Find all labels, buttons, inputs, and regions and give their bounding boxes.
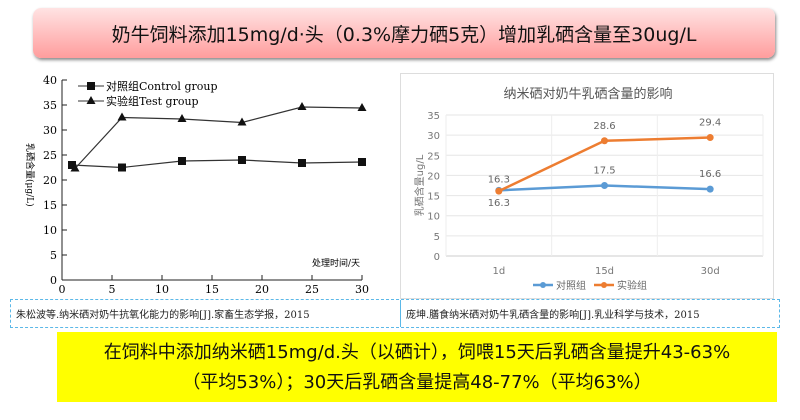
summary-line-1: 在饲料中添加纳米硒15mg/d.头（以硒计），饲喂15天后乳硒含量提升43-63… bbox=[103, 342, 731, 363]
left-chart: 0 5 10 15 20 25 30 35 40 0 5 10 15 20 25 30 处理时间/天 乳硒含量(μ… bbox=[0, 68, 395, 298]
data-point-triangle bbox=[70, 163, 80, 172]
x-tick-label: 20 bbox=[255, 283, 269, 296]
legend-marker bbox=[601, 282, 607, 288]
y-tick-label: 0 bbox=[434, 252, 440, 263]
data-point bbox=[601, 182, 608, 189]
chart-title: 纳米硒对奶牛乳硒含量的影响 bbox=[503, 86, 672, 102]
summary-box: 在饲料中添加纳米硒15mg/d.头（以硒计），饲喂15天后乳硒含量提升43-63… bbox=[57, 332, 777, 402]
data-point-triangle bbox=[357, 103, 367, 111]
data-label: 29.4 bbox=[699, 118, 721, 129]
y-tick-label: 20 bbox=[43, 174, 57, 187]
series-line bbox=[74, 106, 363, 169]
x-tick-label: 10 bbox=[155, 283, 169, 296]
data-point-triangle bbox=[297, 102, 307, 110]
data-point-triangle bbox=[237, 117, 247, 126]
data-point-square bbox=[238, 156, 246, 164]
legend-marker bbox=[86, 96, 96, 104]
y-tick-label: 5 bbox=[50, 249, 57, 262]
legend-marker bbox=[540, 282, 546, 288]
y-tick-label: 35 bbox=[427, 111, 440, 122]
legend-marker bbox=[87, 82, 95, 90]
citation-right: 庞坤.膳食纳米硒对奶牛乳硒含量的影响[J].乳业科学与技术，2015 bbox=[406, 310, 700, 321]
y-tick-label: 10 bbox=[427, 212, 440, 223]
data-point-triangle bbox=[117, 112, 127, 121]
x-axis-label: 处理时间/天 bbox=[312, 257, 360, 269]
data-point bbox=[601, 137, 608, 145]
y-tick-label: 15 bbox=[427, 192, 440, 203]
data-point bbox=[706, 134, 714, 142]
y-tick-label: 5 bbox=[434, 232, 440, 243]
right-chart: 纳米硒对奶牛乳硒含量的影响 0 5 10 15 20 25 30 35 1d 15d 30d 乳硒含量u… bbox=[400, 73, 774, 299]
data-label: 16.3 bbox=[488, 198, 510, 209]
x-tick-label: 15 bbox=[205, 283, 219, 296]
legend-label: 对照组Control group bbox=[106, 79, 218, 93]
series-line bbox=[71, 159, 363, 169]
data-label: 17.5 bbox=[593, 166, 615, 177]
data-point-triangle bbox=[177, 114, 187, 122]
data-point bbox=[495, 187, 503, 195]
legend-label: 实验组Test group bbox=[106, 94, 199, 108]
x-tick-label: 1d bbox=[492, 266, 505, 277]
x-tick-label: 5 bbox=[109, 283, 116, 296]
data-point-square bbox=[118, 163, 126, 172]
banner-title: 奶牛饲料添加15mg/d·头（0.3%摩力硒5克）增加乳硒含量至30ug/L bbox=[111, 23, 697, 46]
x-tick-label: 0 bbox=[59, 283, 66, 296]
legend-label: 实验组 bbox=[617, 279, 647, 292]
data-label: 28.6 bbox=[593, 121, 615, 132]
x-tick-label: 30d bbox=[701, 266, 720, 277]
y-tick-label: 15 bbox=[43, 199, 57, 212]
data-label: 16.6 bbox=[699, 169, 721, 180]
x-tick-label: 25 bbox=[305, 283, 319, 296]
y-tick-label: 25 bbox=[427, 151, 440, 162]
citation-box: 朱松波等.纳米硒对奶牛抗氧化能力的影响[J].家畜生态学报，2015 庞坤.膳食… bbox=[10, 299, 780, 328]
x-tick-label: 30 bbox=[355, 283, 369, 296]
title-banner: 奶牛饲料添加15mg/d·头（0.3%摩力硒5克）增加乳硒含量至30ug/L bbox=[33, 8, 775, 58]
data-point bbox=[706, 185, 714, 193]
x-tick-label: 15d bbox=[595, 266, 614, 277]
data-point-square bbox=[358, 158, 366, 166]
y-tick-label: 0 bbox=[50, 274, 57, 287]
left-chart-svg: 0 5 10 15 20 25 30 35 40 0 5 10 15 20 25 30 处理时间/天 乳硒含量(μ… bbox=[24, 74, 369, 296]
data-point-square bbox=[68, 161, 76, 169]
data-point-square bbox=[178, 157, 186, 165]
y-tick-label: 10 bbox=[43, 224, 57, 237]
y-axis-label: 乳硒含量ug/L bbox=[413, 154, 426, 216]
y-tick-label: 25 bbox=[43, 149, 57, 162]
data-label: 16.3 bbox=[488, 174, 510, 185]
citation-left: 朱松波等.纳米硒对奶牛抗氧化能力的影响[J].家畜生态学报，2015 bbox=[11, 300, 401, 327]
y-tick-label: 30 bbox=[43, 124, 57, 137]
y-tick-label: 40 bbox=[43, 74, 57, 87]
data-point-square bbox=[298, 159, 306, 167]
y-tick-label: 30 bbox=[427, 131, 440, 142]
right-chart-svg: 纳米硒对奶牛乳硒含量的影响 0 5 10 15 20 25 30 35 1d 15d 30d 乳硒含量u… bbox=[413, 86, 764, 292]
summary-line-2: （平均53%）；30天后乳硒含量提高48-77%（平均63%） bbox=[182, 372, 652, 393]
y-tick-label: 20 bbox=[427, 171, 440, 182]
legend-label: 对照组 bbox=[556, 279, 586, 292]
y-axis-label: 乳硒含量(μg/L) bbox=[24, 143, 36, 207]
y-tick-label: 35 bbox=[43, 99, 57, 112]
